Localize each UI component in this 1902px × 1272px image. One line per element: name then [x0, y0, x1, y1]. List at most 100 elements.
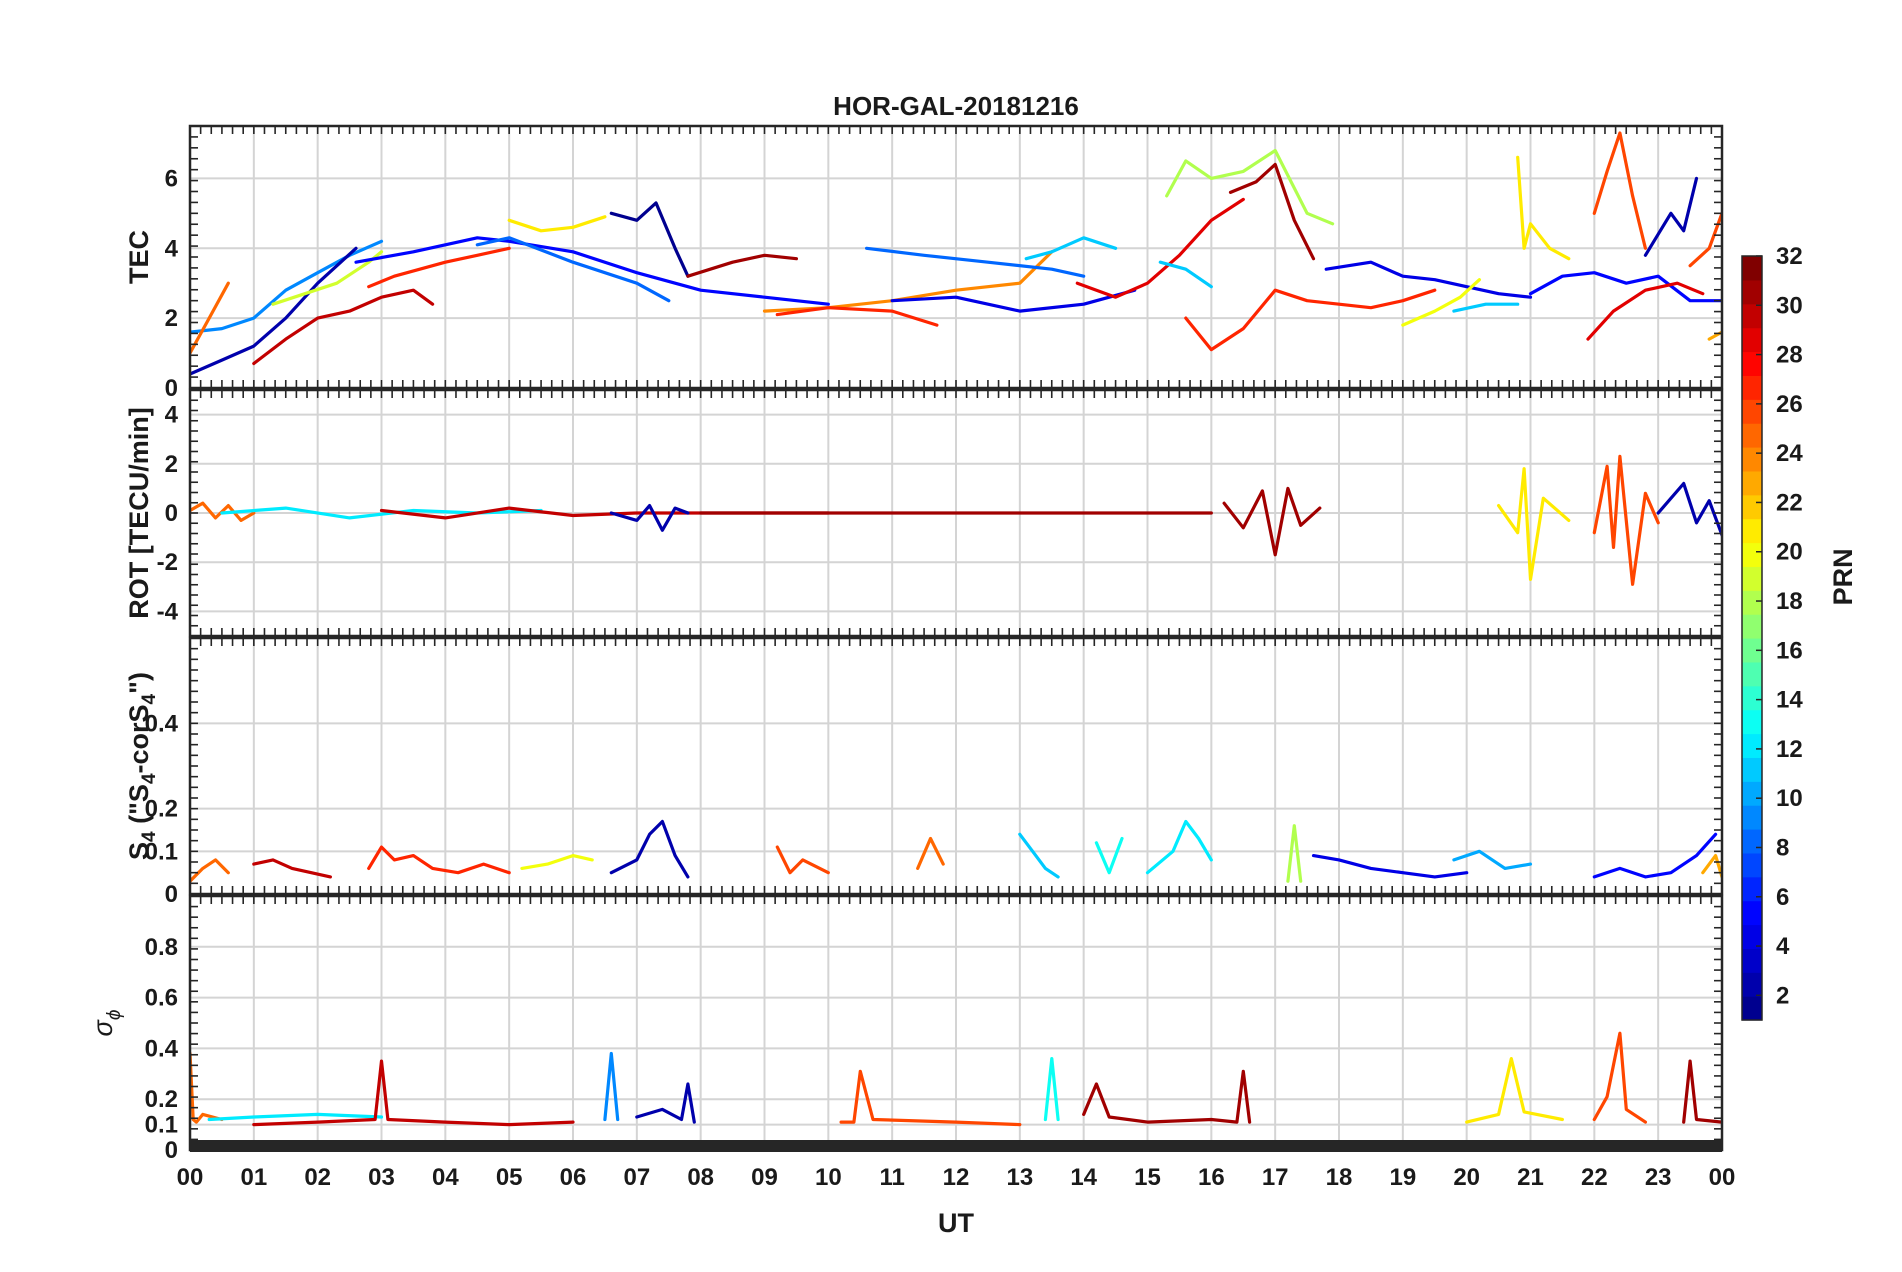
series-line-prn-11: [1158, 260, 1213, 289]
y-tick-label: -2: [157, 549, 178, 576]
series-line-prn-25: [190, 281, 230, 355]
x-tick-label: 13: [1006, 1164, 1033, 1191]
series-line-prn-30: [252, 288, 435, 366]
series-line-prn-26: [1592, 454, 1660, 586]
x-tick-label: 17: [1262, 1164, 1289, 1191]
series-line-prn-26: [839, 1069, 1022, 1127]
colorbar-tick-label: 12: [1776, 736, 1803, 763]
colorbar-tick-label: 14: [1776, 687, 1803, 714]
x-tick-label: 09: [751, 1164, 778, 1191]
colorbar-tick-label: 22: [1776, 489, 1803, 516]
colorbar-segment: [1742, 924, 1762, 949]
y-tick-label: 0.4: [145, 710, 179, 737]
y-axis-label: σϕ: [88, 1010, 125, 1037]
y-tick-label: 0.8: [145, 934, 178, 961]
series-line-prn-27: [1184, 288, 1437, 352]
y-axis-label-part: ("S: [124, 784, 154, 831]
series-line-prn-20: [520, 853, 594, 871]
y-tick-label: 0: [165, 1137, 178, 1164]
y-tick-label: 0.2: [145, 796, 178, 823]
colorbar-tick-label: 16: [1776, 637, 1803, 664]
y-axis-label: ROT [TECU/min]: [124, 407, 154, 618]
y-axis-label-part: 4: [139, 773, 160, 784]
y-axis-label: TEC: [124, 230, 154, 284]
colorbar-segment: [1742, 303, 1762, 329]
y-axis-label-part: -corS: [124, 704, 154, 773]
series-line-prn-26: [775, 845, 830, 875]
y-tick-label: -4: [157, 598, 179, 625]
series-line-prn-23: [1701, 853, 1722, 879]
colorbar-segment: [1742, 805, 1762, 830]
x-tick-label: 20: [1453, 1164, 1480, 1191]
y-tick-label: 2: [165, 451, 178, 478]
colorbar-segment: [1742, 829, 1762, 854]
series-line-prn-26: [1592, 131, 1648, 250]
colorbar-segment: [1742, 781, 1762, 806]
colorbar-segment: [1742, 876, 1762, 902]
colorbar-segment: [1742, 351, 1762, 376]
x-tick-label: 19: [1389, 1164, 1416, 1191]
series-line-prn-11: [1024, 236, 1118, 261]
plot-border: [188, 388, 1724, 638]
panel-sigma_phi: 00.10.2 0.4 0.6 0.8 σϕ: [88, 894, 1724, 1164]
colorbar-tick-label: 8: [1776, 834, 1789, 861]
series-line-prn-5: [1592, 832, 1718, 879]
colorbar-tick-label: 18: [1776, 588, 1803, 615]
colorbar-segment: [1742, 566, 1762, 591]
series-line-prn-29: [1586, 281, 1705, 341]
x-axis: 00 01 02 03 04 05 06 07 08 09 10 11 12 13 14 15 16 17 18 19…: [177, 1140, 1736, 1191]
colorbar-segment: [1742, 256, 1762, 281]
series-line-prn-27: [367, 845, 511, 875]
series-line-prn-31: [1228, 162, 1316, 261]
colorbar-tick-label: 26: [1776, 391, 1803, 418]
panel-TEC: 0 2 4 6 TEC: [124, 124, 1724, 402]
x-tick-label: 12: [943, 1164, 970, 1191]
series-line-prn-8: [475, 236, 671, 303]
x-tick-label: 00: [1709, 1164, 1736, 1191]
colorbar-tick-label: 4: [1776, 933, 1790, 960]
colorbar-border: [1741, 255, 1763, 1021]
y-tick-label: 4: [165, 235, 179, 262]
x-tick-label: 18: [1326, 1164, 1353, 1191]
series-line-prn-25: [190, 858, 230, 883]
series-line-prn-4: [890, 288, 1137, 313]
y-tick-label: 4: [165, 402, 179, 429]
series-line-prn-12: [207, 1112, 384, 1122]
colorbar-segment: [1742, 447, 1762, 472]
colorbar-tick-label: 32: [1776, 243, 1803, 270]
x-axis-label: UT: [938, 1208, 974, 1238]
x-tick-label: 01: [240, 1164, 267, 1191]
x-tick-label: 04: [432, 1164, 459, 1191]
series-line-prn-2: [635, 1082, 696, 1124]
x-tick-label: 07: [623, 1164, 650, 1191]
x-tick-label: 05: [496, 1164, 523, 1191]
colorbar-segment: [1742, 685, 1762, 711]
series-line-prn-2: [1656, 481, 1722, 537]
series-line-prn-29: [1075, 197, 1245, 299]
y-tick-label: 0: [165, 375, 178, 402]
colorbar-tick-label: 30: [1776, 292, 1803, 319]
colorbar-segment: [1742, 948, 1762, 973]
series-line-prn-27: [367, 246, 511, 289]
colorbar-label: PRN: [1828, 548, 1858, 605]
y-tick-label: 0: [165, 881, 178, 908]
y-tick-label: 0.1: [145, 838, 178, 865]
series-line-prn-12: [1145, 819, 1213, 875]
x-tick-label: 06: [560, 1164, 587, 1191]
series-line-prn-5: [354, 236, 830, 306]
series-line-prn-31: [1082, 1069, 1252, 1124]
tick-frame: [189, 125, 1723, 389]
series-line-prn-21: [507, 215, 607, 233]
colorbar-segment: [1742, 733, 1762, 758]
colorbar-segment: [1742, 279, 1762, 305]
series-line-prn-31: [686, 253, 799, 278]
y-tick-label: 0.4: [145, 1035, 179, 1062]
colorbar-segment: [1742, 470, 1762, 496]
tick-frame: [189, 637, 1723, 895]
x-tick-label: 23: [1645, 1164, 1672, 1191]
x-tick-label: 03: [368, 1164, 395, 1191]
y-tick-label: 2: [165, 305, 178, 332]
